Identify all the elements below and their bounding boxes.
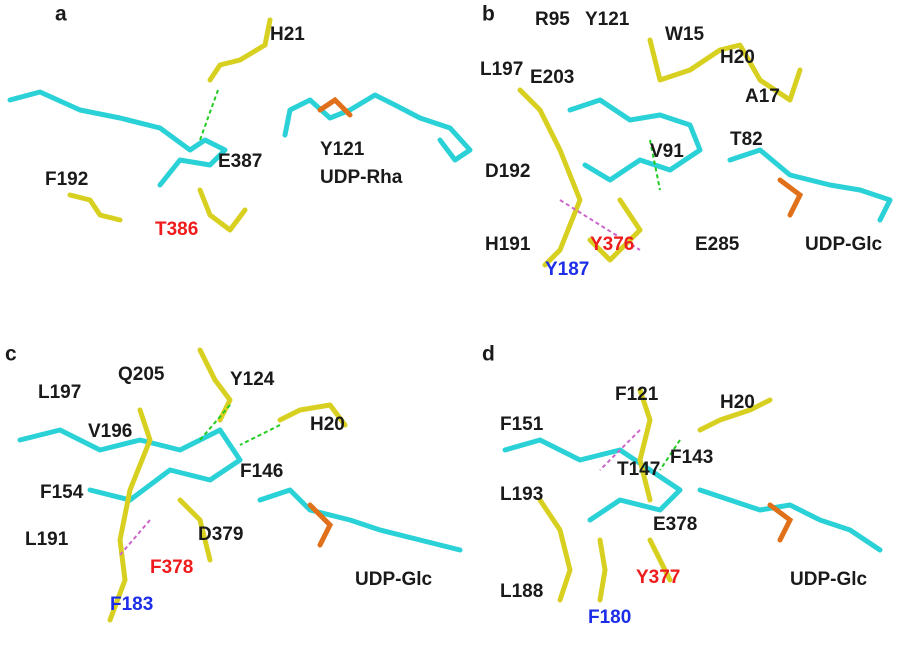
residue-label: Q205 (118, 364, 165, 385)
residue-label: L191 (25, 529, 69, 550)
residue-label: E387 (218, 151, 262, 172)
residue-label: L193 (500, 484, 543, 505)
labels: a H21 F192 T386 E387 Y121 UDP-Rha b R95 … (5, 3, 883, 628)
residue-label: F180 (588, 607, 631, 628)
residue-label: F378 (150, 557, 193, 578)
residue-label: V91 (650, 141, 684, 162)
residue-label: F146 (240, 461, 283, 482)
residue-label: Y377 (636, 567, 680, 588)
residue-label: UDP-Glc (805, 234, 883, 255)
panel-letter: b (482, 3, 495, 26)
residue-label: L197 (480, 59, 523, 80)
residue-label: T82 (730, 129, 763, 150)
residue-label: T386 (155, 219, 198, 240)
residue-label: R95 (535, 9, 570, 30)
residue-label: L197 (38, 382, 81, 403)
residue-label: Y121 (320, 139, 365, 160)
residue-label: Y124 (230, 369, 275, 390)
residue-label: D379 (198, 524, 243, 545)
residue-label: T147 (617, 459, 660, 480)
residue-label: H20 (310, 414, 345, 435)
residue-label: D192 (485, 161, 530, 182)
residue-label: E203 (530, 67, 574, 88)
residue-label: UDP-Rha (320, 167, 403, 188)
residue-label: F154 (40, 482, 84, 503)
residue-label: E378 (653, 514, 697, 535)
residue-label: W15 (665, 24, 705, 45)
residue-label: V196 (88, 421, 132, 442)
residue-label: H20 (720, 47, 755, 68)
residue-label: H20 (720, 392, 755, 413)
residue-label: Y121 (585, 9, 630, 30)
residue-label: L188 (500, 581, 543, 602)
residue-label: F151 (500, 414, 544, 435)
residue-label: H191 (485, 234, 531, 255)
residue-label: UDP-Glc (355, 569, 433, 590)
residue-label: E285 (695, 234, 740, 255)
residue-label: H21 (270, 24, 305, 45)
residue-label: UDP-Glc (790, 569, 868, 590)
structures (7, 17, 893, 623)
residue-label: F143 (670, 447, 713, 468)
residue-label: Y376 (590, 234, 634, 255)
residue-label: Y187 (545, 259, 589, 280)
panel-letter: d (482, 343, 495, 366)
residue-label: F121 (615, 384, 659, 405)
residue-label: F192 (45, 169, 88, 190)
residue-label: F183 (110, 594, 153, 615)
panel-letter: c (5, 343, 17, 366)
panel-letter: a (55, 3, 67, 26)
residue-label: A17 (745, 86, 780, 107)
